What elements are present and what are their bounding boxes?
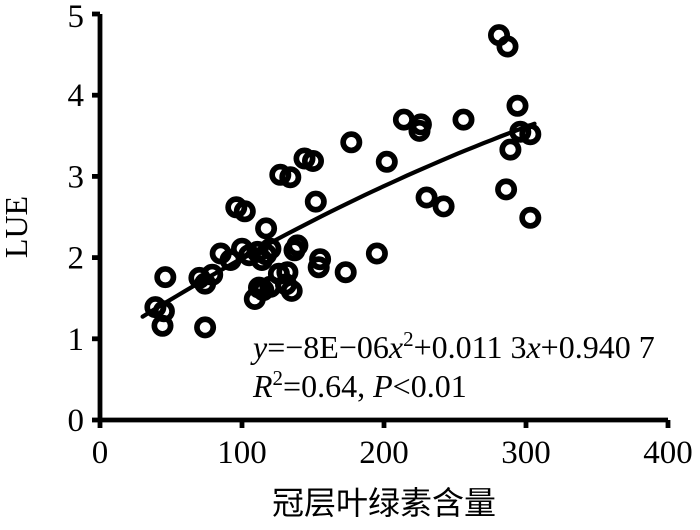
svg-text:200: 200 bbox=[359, 435, 409, 471]
svg-text:0: 0 bbox=[92, 435, 109, 471]
svg-text:R2=0.64, P<0.01: R2=0.64, P<0.01 bbox=[252, 366, 467, 404]
svg-text:300: 300 bbox=[501, 435, 551, 471]
svg-text:400: 400 bbox=[643, 435, 693, 471]
svg-text:2: 2 bbox=[68, 241, 85, 277]
svg-text:y=−8E−06x2+0.011 3x+0.940 7: y=−8E−06x2+0.011 3x+0.940 7 bbox=[250, 327, 655, 365]
svg-text:1: 1 bbox=[68, 322, 85, 358]
svg-text:100: 100 bbox=[217, 435, 267, 471]
svg-text:LUE: LUE bbox=[0, 196, 34, 258]
svg-text:5: 5 bbox=[68, 0, 85, 35]
svg-text:4: 4 bbox=[68, 78, 85, 114]
svg-text:3: 3 bbox=[68, 159, 85, 195]
svg-text:0: 0 bbox=[68, 403, 85, 439]
svg-text:冠层叶绿素含量: 冠层叶绿素含量 bbox=[272, 485, 496, 521]
